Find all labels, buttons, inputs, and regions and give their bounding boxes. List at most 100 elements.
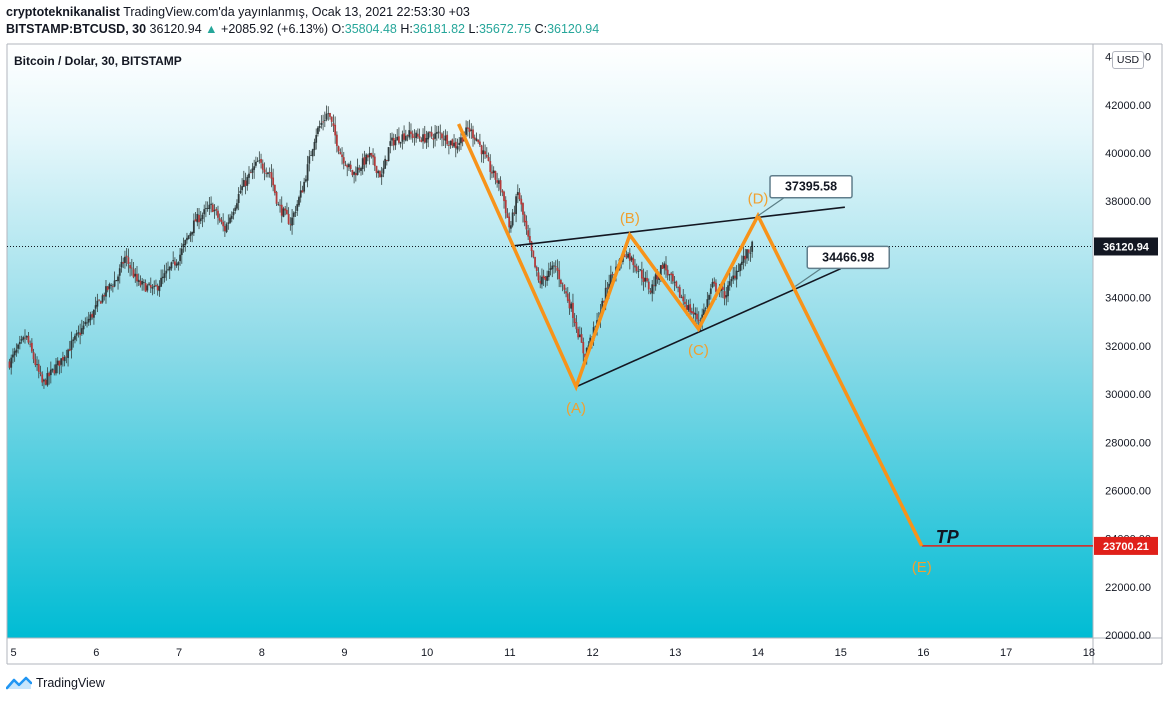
candle-body [144, 283, 147, 292]
candle-body [411, 133, 414, 138]
candle-body [215, 208, 218, 211]
candle-body [129, 265, 132, 269]
candle-body [168, 267, 171, 271]
candle-body [573, 318, 576, 323]
symbol-label[interactable]: BITSTAMP:BTCUSD, 30 [6, 22, 147, 36]
candle-body [217, 210, 219, 218]
candle-body [423, 133, 426, 143]
candle-body [275, 191, 278, 204]
candle-body [346, 165, 349, 168]
callout-label: 34466.98 [822, 250, 874, 264]
candle-body [408, 130, 411, 138]
candle-body [680, 297, 683, 299]
callout-box[interactable] [769, 174, 853, 199]
candle-body [72, 339, 75, 341]
candle-body [518, 192, 521, 200]
candle-body [503, 191, 505, 202]
candle-body [460, 137, 462, 144]
candle-body [692, 311, 695, 315]
candle-body [230, 215, 233, 219]
candle-body [497, 180, 500, 184]
candle-body [723, 291, 726, 299]
candle-body [556, 267, 559, 271]
candle-body [101, 295, 104, 303]
candle-body [549, 268, 552, 271]
candle-body [84, 321, 87, 325]
candle-body [654, 274, 657, 287]
candle-body [317, 127, 319, 135]
candle-body [559, 279, 562, 284]
candle-body [639, 269, 642, 271]
candle-body [260, 159, 262, 163]
candle-body [415, 132, 418, 139]
candle-body [189, 233, 192, 237]
candle-body [575, 322, 578, 330]
candle-body [127, 257, 130, 264]
candle-body [398, 136, 400, 143]
candle-body [349, 164, 352, 170]
footer-brand[interactable]: TradingView [36, 676, 105, 690]
chart-title: Bitcoin / Dolar, 30, BITSTAMP [14, 54, 182, 68]
candle-body [80, 328, 83, 335]
candle-body [29, 343, 32, 345]
change-arrow-icon: ▲ [205, 22, 218, 36]
candle-body [446, 134, 449, 145]
candle-body [353, 171, 356, 175]
candle-body [730, 279, 733, 282]
candle-body [544, 276, 547, 281]
candle-body [749, 252, 752, 254]
wave-path[interactable] [457, 123, 924, 547]
currency-button[interactable]: USD [1112, 51, 1144, 69]
candle-body [142, 282, 145, 283]
candle-body [65, 356, 68, 358]
candle-body [673, 281, 676, 283]
candle-body [234, 207, 237, 212]
wave-label: (E) [912, 559, 932, 576]
candle-body [356, 167, 359, 176]
candle-body [697, 319, 700, 322]
candle-body [396, 136, 399, 141]
x-tick-label: 10 [421, 647, 433, 659]
candle-body [79, 332, 82, 336]
candle-body [496, 180, 499, 183]
candle-body [222, 221, 225, 227]
candle-body [561, 282, 564, 284]
candle-body [239, 190, 242, 193]
candle-body [325, 113, 328, 120]
candle-body [194, 219, 197, 222]
candle-body [175, 263, 178, 266]
author-name[interactable]: cryptoteknikanalist [6, 5, 120, 19]
callout-label: 37395.58 [785, 180, 837, 194]
candle-body [527, 230, 530, 237]
candle-body [225, 224, 228, 233]
footer: TradingView [6, 676, 105, 690]
candle-body [263, 169, 266, 173]
candle-body [25, 335, 28, 338]
candle-body [348, 164, 350, 168]
candle-body [708, 295, 710, 300]
candle-body [413, 136, 416, 138]
candle-body [36, 364, 38, 366]
candle-body [191, 231, 194, 235]
candle-body [384, 158, 387, 169]
candle-body [110, 285, 113, 286]
candle-body [721, 287, 724, 290]
candle-body [103, 294, 106, 297]
candle-body [711, 282, 714, 288]
candle-body [437, 131, 440, 133]
candle-body [532, 250, 535, 258]
callout-box[interactable] [806, 245, 890, 270]
candle-body [237, 194, 240, 203]
candle-body [301, 190, 304, 193]
candle-body [98, 299, 100, 301]
candle-body [306, 164, 309, 181]
candle-body [337, 146, 340, 152]
trendline[interactable] [575, 267, 842, 388]
candle-body [299, 190, 302, 198]
candle-body [218, 218, 221, 221]
candle-body [113, 280, 116, 287]
candle-body [148, 283, 150, 285]
trendline[interactable] [513, 206, 845, 247]
published-info: TradingView.com'da yayınlanmış, Ocak 13,… [123, 5, 470, 19]
